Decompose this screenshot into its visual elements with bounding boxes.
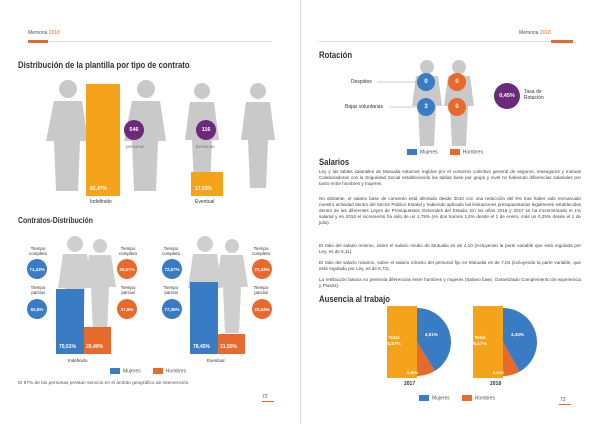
g2-women-bar — [190, 281, 218, 354]
g2-men-full-label: Tiempo completo — [251, 246, 271, 256]
indefinido-bar — [86, 83, 120, 196]
g1-women-bar — [56, 289, 84, 354]
pie-2018-total: Total 5,17% — [473, 336, 487, 347]
g1-women-part-label: Tiempo parcial — [30, 285, 46, 295]
salarios-paragraph-4: El ratio del salario máximo, sobre el sa… — [319, 260, 581, 271]
pie-2018-women-label: 4,34% — [511, 332, 524, 337]
eventual-count-badge: 116 — [196, 120, 216, 140]
indefinido-count-badge: 546 — [124, 120, 144, 140]
header-accent — [551, 40, 573, 43]
legend-men: Hombres — [152, 368, 186, 374]
g2-women-part-label: Tiempo parcial — [163, 285, 179, 295]
pie-2017-year: 2017 — [404, 381, 416, 387]
g2-men-full-badge: 27,43% — [252, 259, 272, 279]
left-page: Memoria 2018 Distribución de la plantill… — [0, 0, 300, 424]
people-silhouettes — [46, 80, 275, 191]
rotation-title: Rotación — [319, 50, 353, 60]
legend-women: Mujeres — [407, 149, 438, 155]
bajas-men-badge: 0 — [448, 98, 466, 116]
pie-2017-total: Total 4,87% — [387, 336, 401, 347]
legend-women: Mujeres — [419, 395, 450, 401]
pie-2018-women-slice — [503, 308, 537, 372]
pie-2017-men-slice — [417, 342, 435, 376]
pie-2017-women-slice — [417, 308, 451, 371]
bajas-label: Bajas voluntarias — [345, 104, 384, 110]
ausencia-title: Ausencia al trabajo — [319, 294, 390, 304]
g2-men-bar — [218, 334, 245, 354]
contracts-legend: Mujeres Hombres — [110, 368, 186, 374]
page-header: Memoria 2018 — [28, 30, 60, 36]
g2-men-part-badge: 22,64% — [252, 299, 272, 319]
pie-2018-men-slice — [503, 342, 520, 376]
g2-women-bar-label: 78,45% — [193, 344, 210, 350]
eventual-label: Eventual — [195, 199, 215, 205]
header-text: Memoria — [28, 30, 48, 36]
g2-women-full-badge: 72,57% — [162, 259, 182, 279]
g1-men-full-badge: 28,57% — [117, 259, 137, 279]
despidos-label: Despidos — [351, 79, 372, 85]
g1-women-full-label: Tiempo completo — [28, 246, 48, 256]
g1-label: Indefinido — [68, 358, 88, 363]
header-accent — [28, 40, 48, 43]
g2-women-full-label: Tiempo completo — [161, 246, 181, 256]
rotation-rate-badge: 0,45% — [494, 83, 520, 109]
section-title: Distribución de la plantilla por tipo de… — [18, 60, 190, 70]
g2-men-part-label: Tiempo parcial — [253, 285, 269, 295]
legend-women: Mujeres — [110, 368, 141, 374]
indefinido-label: Indefinido — [90, 199, 112, 205]
g1-men-bar-label: 29,49% — [86, 344, 103, 350]
pie-2017-men-label: 0,86% — [407, 370, 419, 375]
rotation-connectors — [377, 81, 417, 108]
rotation-legend: Mujeres Hombres — [407, 149, 483, 155]
page-number-rule — [559, 404, 571, 405]
g1-men-part-label: Tiempo parcial — [120, 285, 136, 295]
pie-2017 — [387, 306, 451, 378]
eventual-unit: personas — [196, 144, 215, 149]
page-number: 72 — [262, 394, 268, 400]
g1-men-part-badge: 37,5% — [117, 299, 137, 319]
pie-2018-men-label: 0,83% — [493, 370, 505, 375]
header-text: Memoria — [519, 30, 539, 36]
g1-men-full-label: Tiempo completo — [118, 246, 138, 256]
legend-men: Hombres — [461, 395, 495, 401]
eventual-pct: 17,53% — [195, 186, 212, 192]
page-header: Memoria 2018 — [519, 30, 551, 36]
bajas-women-badge: 3 — [417, 98, 435, 116]
ausencia-legend: Mujeres Hombres — [419, 395, 495, 401]
right-page: Memoria 2018 Rotación Despidos Bajas vol… — [300, 0, 600, 424]
contracts-title: Contratos-Distribución — [18, 216, 93, 225]
indefinido-unit: personas — [126, 144, 145, 149]
salarios-paragraph-1: Ley y las tablas salariales de Mutualia … — [319, 169, 581, 186]
salarios-paragraph-5: La retribución básica no presenta difere… — [319, 277, 581, 288]
g2-women-part-badge: 77,36% — [162, 299, 182, 319]
salarios-paragraph-3: El ratio del salario mínimo, sobre el sa… — [319, 243, 581, 254]
g1-women-full-badge: 71,43% — [27, 259, 47, 279]
rotation-rate-label: Tasa de Rotación — [524, 89, 544, 101]
salarios-title: Salarios — [319, 157, 350, 167]
pie-2017-women-label: 4,01% — [425, 332, 438, 337]
footnote: El 97% de las personas prestan servicio … — [18, 381, 190, 386]
pie-2018-year: 2018 — [490, 381, 502, 387]
legend-men: Hombres — [449, 149, 483, 155]
header-rule — [319, 41, 551, 42]
page-number-rule — [262, 401, 274, 402]
header-year: 2018 — [539, 30, 551, 36]
g2-label: Eventual — [207, 358, 225, 363]
despidos-men-badge: 0 — [448, 73, 466, 91]
g1-women-part-badge: 62,5% — [27, 299, 47, 319]
page-number: 73 — [560, 397, 566, 403]
g2-men-bar-label: 21,55% — [220, 344, 237, 350]
eventual-bar — [191, 172, 223, 196]
g1-women-bar-label: 70,51% — [59, 344, 76, 350]
header-rule — [48, 41, 272, 42]
pie-2018 — [473, 306, 537, 378]
g1-men-bar — [84, 326, 111, 354]
indefinido-pct: 82,47% — [90, 186, 107, 192]
despidos-women-badge: 0 — [417, 73, 435, 91]
header-year: 2018 — [48, 30, 60, 36]
salarios-paragraph-2: No obstante, el salario base de convenio… — [319, 196, 581, 225]
